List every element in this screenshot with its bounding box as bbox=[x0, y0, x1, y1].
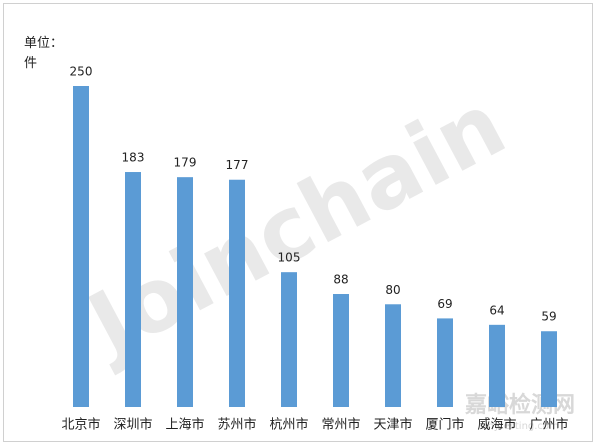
bar bbox=[229, 179, 245, 407]
data-label: 250 bbox=[70, 65, 93, 79]
data-label: 64 bbox=[489, 303, 504, 317]
x-tick-label: 苏州市 bbox=[217, 417, 256, 433]
x-tick-label: 天津市 bbox=[373, 417, 412, 433]
x-tick-label: 广州市 bbox=[529, 417, 568, 433]
x-tick-label: 深圳市 bbox=[113, 417, 152, 433]
bar bbox=[541, 331, 557, 407]
data-label: 80 bbox=[385, 283, 400, 297]
bar bbox=[281, 272, 297, 407]
x-tick-label: 威海市 bbox=[477, 417, 516, 433]
data-label: 177 bbox=[226, 158, 249, 172]
bar bbox=[489, 324, 505, 407]
data-label: 59 bbox=[541, 310, 556, 324]
watermark: anytesting.com bbox=[481, 421, 559, 432]
chart-border bbox=[3, 3, 593, 442]
x-tick-label: 杭州市 bbox=[269, 417, 308, 433]
data-label: 88 bbox=[333, 273, 348, 287]
bar bbox=[125, 172, 141, 407]
x-tick-label: 常州市 bbox=[321, 417, 360, 433]
bar bbox=[177, 177, 193, 407]
bar bbox=[437, 318, 453, 407]
x-tick-label: 厦门市 bbox=[425, 417, 464, 433]
bar bbox=[73, 86, 89, 407]
data-label: 183 bbox=[122, 151, 145, 165]
bar bbox=[333, 294, 349, 407]
data-label: 105 bbox=[278, 251, 301, 265]
bar bbox=[385, 304, 401, 407]
x-tick-label: 上海市 bbox=[165, 417, 204, 433]
x-tick-label: 北京市 bbox=[61, 417, 100, 433]
watermark: 嘉峪检测网 bbox=[465, 392, 575, 418]
y-axis-label: 单位：件 bbox=[24, 36, 64, 71]
data-label: 69 bbox=[437, 297, 452, 311]
data-label: 179 bbox=[174, 156, 197, 170]
